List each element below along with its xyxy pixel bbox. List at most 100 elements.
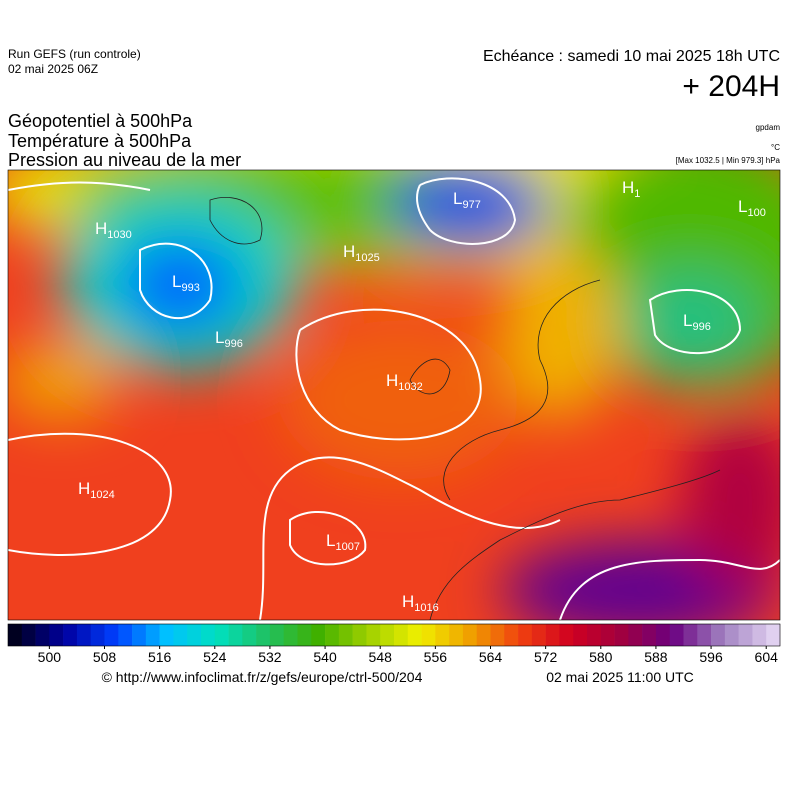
- title-line: Température à 500hPa: [8, 131, 192, 151]
- pressure-center: L996: [215, 328, 243, 350]
- pressure-center: L996: [683, 311, 711, 333]
- colorbar-swatch: [118, 624, 133, 646]
- colorbar-swatch: [76, 624, 92, 646]
- colorbar-swatch: [421, 624, 436, 646]
- colorbar-swatch: [504, 624, 519, 646]
- forecast-time: Echéance : samedi 10 mai 2025 18h UTC: [483, 48, 780, 65]
- colorbar-swatch: [8, 624, 23, 646]
- colorbar-swatch: [201, 624, 216, 646]
- colorbar-swatch: [311, 624, 326, 646]
- colorbar-swatch: [242, 624, 257, 646]
- colorbar-swatch: [187, 624, 202, 646]
- lead-time: + 204H: [682, 70, 780, 103]
- pressure-center: L100: [738, 197, 766, 219]
- colorbar-swatch: [380, 624, 395, 646]
- colorbar-swatch: [490, 624, 505, 646]
- pressure-center: H1025: [343, 242, 380, 264]
- title-line: Géopotentiel à 500hPa: [8, 111, 193, 131]
- colorbar-swatch: [669, 624, 684, 646]
- colorbar-swatch: [642, 624, 657, 646]
- colorbar-swatch: [600, 624, 615, 646]
- colorbar-swatch: [297, 624, 312, 646]
- colorbar-label: 564: [479, 649, 503, 665]
- colorbar-swatch: [435, 624, 450, 646]
- colorbar-swatch: [338, 624, 353, 646]
- colorbar-swatch: [683, 624, 698, 646]
- colorbar-swatch: [449, 624, 464, 646]
- colorbar-swatch: [366, 624, 381, 646]
- pressure-center: H1030: [95, 219, 132, 241]
- colorbar: 500 508 516 524 532 540 548 556 564 572 580 588 596 6…: [7, 623, 781, 665]
- colorbar-label: 540: [313, 649, 337, 665]
- title-line: Pression au niveau de la mer: [8, 150, 241, 170]
- colorbar-label: 588: [644, 649, 668, 665]
- colorbar-swatch: [407, 624, 422, 646]
- unit-label: gpdam: [756, 123, 781, 132]
- colorbar-swatch: [628, 624, 643, 646]
- pressure-center: L977: [453, 189, 481, 211]
- colorbar-swatch: [531, 624, 546, 646]
- pressure-center: H1016: [402, 592, 439, 614]
- colorbar-swatch: [766, 624, 781, 646]
- colorbar-swatch: [269, 624, 285, 646]
- colorbar-swatch: [655, 624, 671, 646]
- colorbar-swatch: [173, 624, 188, 646]
- colorbar-swatch: [256, 624, 271, 646]
- colorbar-swatch: [518, 624, 533, 646]
- colorbar-frame: [7, 623, 781, 647]
- colorbar-swatch: [21, 624, 36, 646]
- run-label: Run GEFS (run controle): [8, 47, 141, 61]
- colorbar-swatch: [90, 624, 105, 646]
- colorbar-swatch: [228, 624, 243, 646]
- issued: 02 mai 2025 11:00 UTC: [546, 669, 694, 685]
- source: © http://www.infoclimat.fr/z/gefs/europe…: [102, 669, 423, 685]
- colorbar-label: 516: [148, 649, 172, 665]
- pressure-center: H1: [622, 178, 640, 200]
- colorbar-swatch: [352, 624, 367, 646]
- colorbar-swatch: [573, 624, 588, 646]
- colorbar-label: 500: [38, 649, 62, 665]
- colorbar-label: 604: [755, 649, 779, 665]
- colorbar-swatch: [49, 624, 64, 646]
- colorbar-swatch: [697, 624, 712, 646]
- unit-label: [Max 1032.5 | Min 979.3] hPa: [676, 156, 781, 165]
- colorbar-swatch: [559, 624, 574, 646]
- colorbar-label: 532: [258, 649, 282, 665]
- colorbar-label: 580: [589, 649, 613, 665]
- colorbar-swatch: [752, 624, 767, 646]
- pressure-center: L993: [172, 272, 200, 294]
- colorbar-swatch: [104, 624, 119, 646]
- colorbar-swatch: [587, 624, 602, 646]
- unit-label: °C: [771, 143, 780, 152]
- colorbar-swatch: [132, 624, 147, 646]
- colorbar-swatch: [476, 624, 491, 646]
- colorbar-swatch: [711, 624, 726, 646]
- colorbar-swatch: [214, 624, 229, 646]
- colorbar-swatch: [35, 624, 50, 646]
- pressure-center: H1024: [78, 479, 115, 501]
- colorbar-label: 524: [203, 649, 227, 665]
- run-date: 02 mai 2025 06Z: [8, 62, 98, 76]
- colorbar-swatch: [63, 624, 78, 646]
- colorbar-label: 508: [93, 649, 117, 665]
- colorbar-swatch: [283, 624, 298, 646]
- colorbar-label: 556: [424, 649, 448, 665]
- colorbar-swatch: [545, 624, 560, 646]
- colorbar-swatch: [738, 624, 753, 646]
- colorbar-swatch: [145, 624, 160, 646]
- colorbar-swatch: [325, 624, 340, 646]
- colorbar-label: 596: [699, 649, 723, 665]
- map: H1030 L993 L996 H1025 L977 H1032 L996 H1…: [8, 170, 780, 620]
- colorbar-swatch: [159, 624, 174, 646]
- colorbar-swatch: [462, 624, 478, 646]
- colorbar-swatch: [394, 624, 409, 646]
- colorbar-swatch: [724, 624, 739, 646]
- colorbar-label: 548: [369, 649, 393, 665]
- pressure-center: H1032: [386, 371, 423, 393]
- map-frame: [7, 169, 781, 621]
- colorbar-label: 572: [534, 649, 558, 665]
- pressure-center: L1007: [326, 531, 360, 553]
- colorbar-swatch: [614, 624, 629, 646]
